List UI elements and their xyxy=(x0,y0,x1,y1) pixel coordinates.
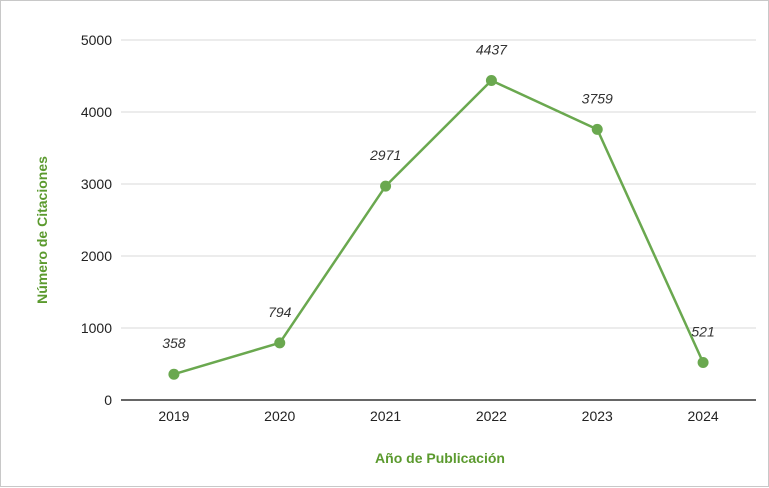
data-point xyxy=(274,337,286,349)
y-axis-title: Número de Citaciones xyxy=(34,156,50,304)
data-labels: 358 794 2971 4437 3759 521 xyxy=(162,42,715,352)
data-label: 4437 xyxy=(476,42,508,58)
data-label: 794 xyxy=(268,304,292,320)
data-point xyxy=(697,356,709,368)
data-points xyxy=(168,75,709,380)
y-tick-label: 0 xyxy=(104,392,112,408)
y-tick-label: 2000 xyxy=(81,248,112,264)
data-label: 2971 xyxy=(369,147,401,163)
y-tick-label: 5000 xyxy=(81,32,112,48)
data-label: 521 xyxy=(691,323,714,339)
data-label: 358 xyxy=(162,335,186,351)
x-tick-label: 2019 xyxy=(158,408,189,424)
x-tick-label: 2024 xyxy=(688,408,719,424)
data-point xyxy=(168,368,180,380)
x-tick-label: 2022 xyxy=(476,408,507,424)
x-tick-label: 2021 xyxy=(370,408,401,424)
y-tick-label: 3000 xyxy=(81,176,112,192)
data-label: 3759 xyxy=(582,90,613,106)
x-tick-label: 2020 xyxy=(264,408,295,424)
y-tick-label: 4000 xyxy=(81,104,112,120)
series-line xyxy=(173,79,705,376)
data-point xyxy=(485,75,497,87)
data-point xyxy=(591,123,603,135)
x-tick-labels: 2019 2020 2021 2022 2023 2024 xyxy=(158,408,719,424)
y-tick-labels: 0 1000 2000 3000 4000 5000 xyxy=(81,32,112,408)
gridlines xyxy=(121,39,756,401)
data-point xyxy=(380,180,392,192)
x-tick-label: 2023 xyxy=(582,408,613,424)
y-tick-label: 1000 xyxy=(81,320,112,336)
x-axis-title: Año de Publicación xyxy=(375,450,505,466)
